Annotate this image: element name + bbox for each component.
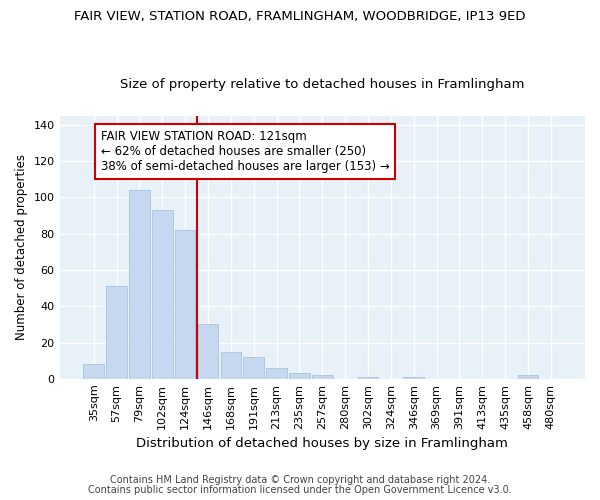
Bar [244,357,264,379]
Bar [266,368,287,379]
Bar [175,230,196,379]
Bar [129,190,150,379]
Bar [221,352,241,379]
Text: Contains HM Land Registry data © Crown copyright and database right 2024.: Contains HM Land Registry data © Crown c… [110,475,490,485]
Bar [403,377,424,379]
Y-axis label: Number of detached properties: Number of detached properties [15,154,28,340]
X-axis label: Distribution of detached houses by size in Framlingham: Distribution of detached houses by size … [136,437,508,450]
Bar [152,210,173,379]
Text: Contains public sector information licensed under the Open Government Licence v3: Contains public sector information licen… [88,485,512,495]
Bar [312,375,332,379]
Bar [198,324,218,379]
Text: FAIR VIEW STATION ROAD: 121sqm
← 62% of detached houses are smaller (250)
38% of: FAIR VIEW STATION ROAD: 121sqm ← 62% of … [101,130,389,174]
Text: FAIR VIEW, STATION ROAD, FRAMLINGHAM, WOODBRIDGE, IP13 9ED: FAIR VIEW, STATION ROAD, FRAMLINGHAM, WO… [74,10,526,23]
Bar [106,286,127,379]
Bar [518,375,538,379]
Bar [83,364,104,379]
Bar [289,374,310,379]
Title: Size of property relative to detached houses in Framlingham: Size of property relative to detached ho… [120,78,524,91]
Bar [358,377,378,379]
